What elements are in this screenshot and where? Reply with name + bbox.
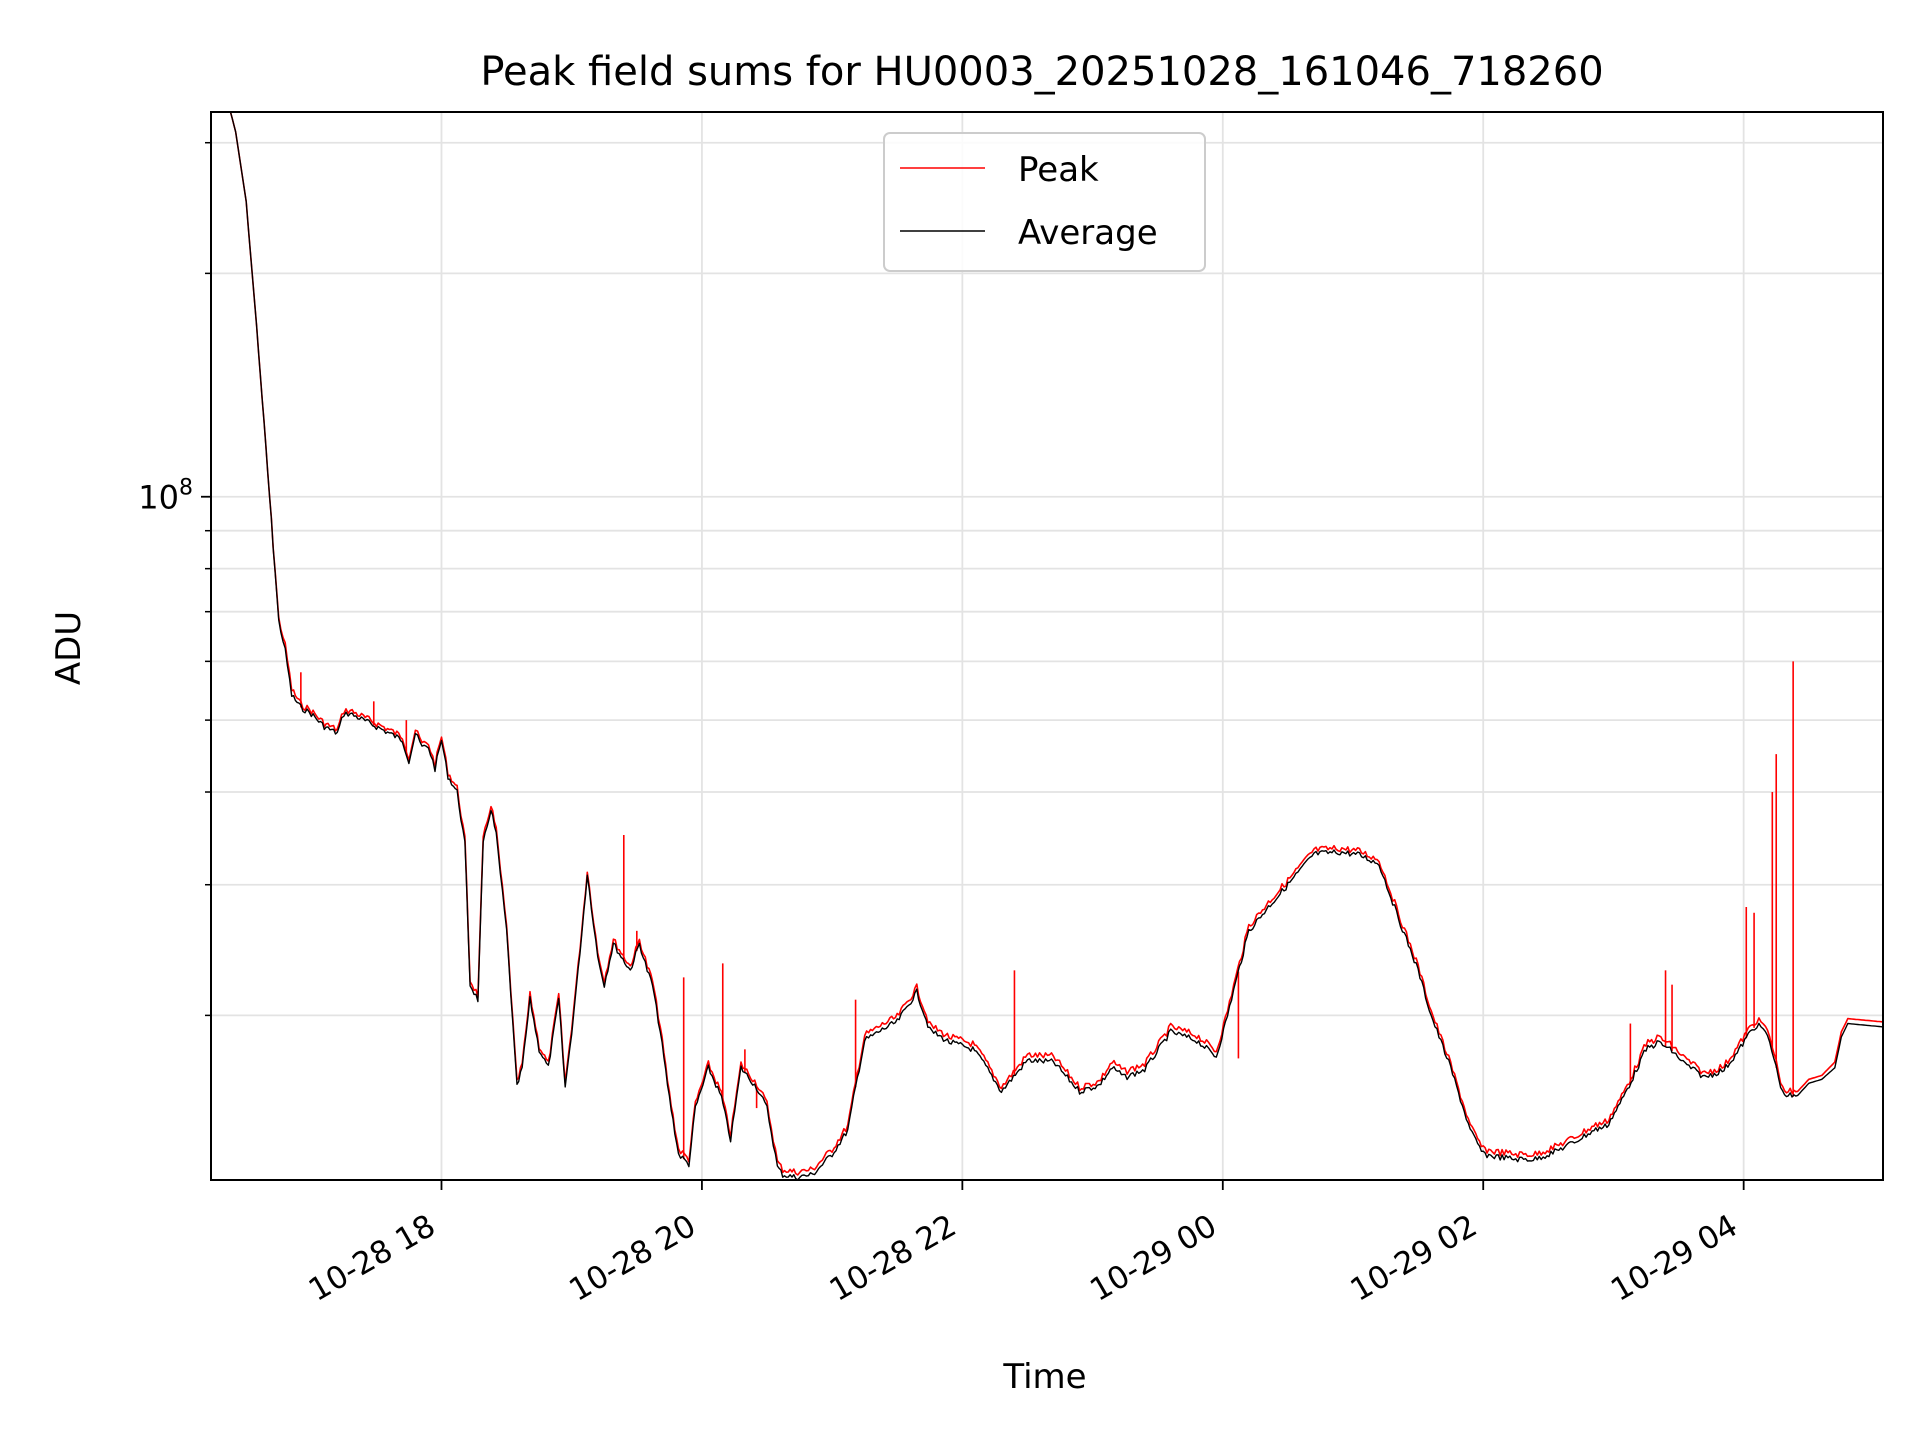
legend-label-peak: Peak	[1018, 150, 1099, 190]
x-axis-label: Time	[1002, 1357, 1086, 1397]
grid	[211, 112, 1883, 1180]
plot-area	[211, 112, 1883, 1180]
chart-title: Peak field sums for HU0003_20251028_1610…	[480, 49, 1603, 95]
series-line-peak	[211, 112, 1883, 1176]
series-line-average	[211, 112, 1883, 1180]
legend-label-average: Average	[1018, 213, 1158, 253]
plot-frame	[210, 111, 1884, 1181]
y-tick-label: 108	[138, 476, 193, 517]
y-axis-label: ADU	[49, 611, 89, 685]
legend: Peak Average	[883, 132, 1206, 272]
